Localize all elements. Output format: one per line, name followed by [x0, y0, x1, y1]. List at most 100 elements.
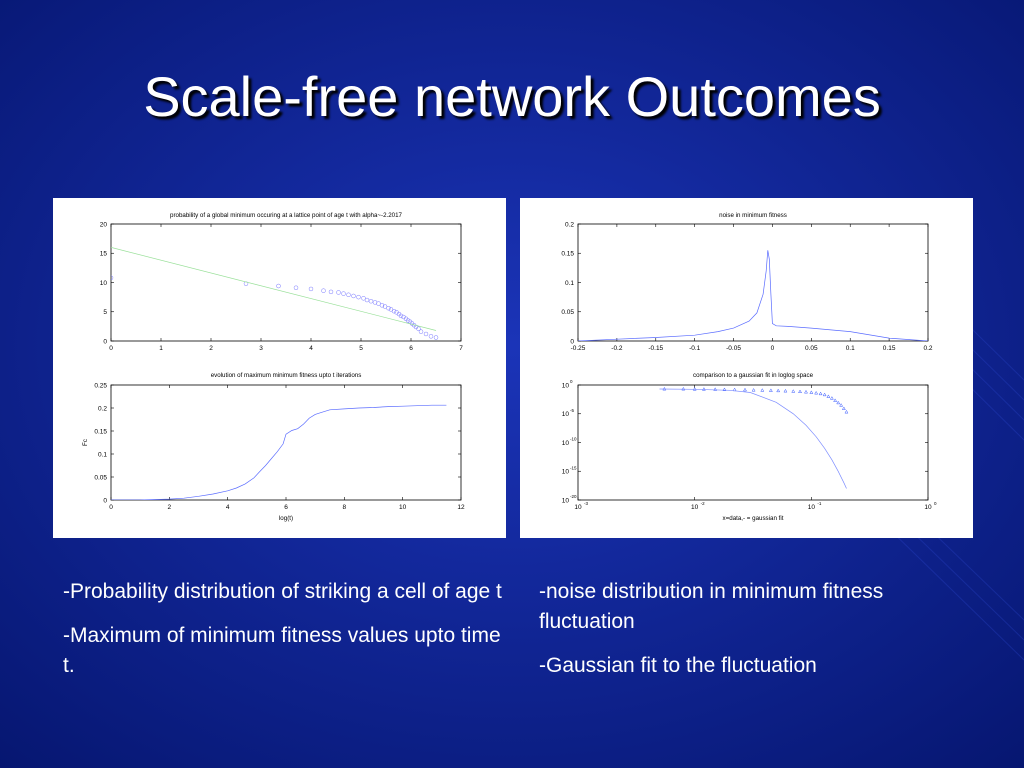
x-tick-label: 0 [109, 504, 113, 511]
y-tick-label: 0.15 [561, 251, 574, 258]
data-point [804, 389, 808, 394]
right-figure-svg: noise in minimum fitness -0.25 -0.2 -0.15 -0… [561, 212, 937, 522]
y-tick-label: 10 [562, 497, 570, 504]
data-point [336, 290, 341, 295]
x-tick-label: 10 [924, 504, 932, 511]
x-tick-label: 2 [168, 504, 172, 511]
y-tick-label: 0 [103, 497, 107, 504]
x-tick-label: 2 [209, 345, 213, 352]
series-group [111, 404, 447, 500]
y-tick-label: 0 [103, 338, 107, 345]
data-point [382, 304, 388, 309]
data-point [346, 292, 351, 298]
data-point [423, 331, 429, 337]
data-point [829, 396, 834, 400]
data-point [428, 334, 434, 339]
chart-fitness-evolution: evolution of maximum minimum fitness upt… [82, 372, 465, 522]
left-figure-panel: probability of a global minimum occuring… [53, 198, 506, 538]
chart-gaussian-loglog: comparison to a gaussian fit in loglog s… [562, 372, 937, 522]
data-point [681, 386, 686, 391]
y-tick-label: 0.1 [98, 451, 107, 458]
data-point [768, 388, 773, 392]
data-point [776, 388, 781, 393]
left-figure-svg: probability of a global minimum occuring… [82, 212, 465, 522]
chart-title: comparison to a gaussian fit in loglog s… [693, 372, 814, 379]
y-tick-exponent: -5 [570, 408, 574, 413]
data-point [836, 400, 841, 405]
y-axis-label: Fc [82, 439, 89, 446]
caption-left: -Probability distribution of striking a … [63, 577, 503, 695]
data-point [398, 313, 404, 319]
x-tick-label: 7 [459, 345, 463, 352]
x-tick-label: 1 [159, 345, 163, 352]
y-tick-label: 10 [562, 469, 570, 476]
data-point [321, 288, 326, 293]
plot-frame [110, 384, 462, 501]
y-tick-label: 0 [570, 338, 574, 345]
data-point [368, 298, 374, 304]
series-group [659, 386, 849, 489]
data-point [416, 326, 421, 331]
x-tick-label: 10 [399, 504, 407, 511]
data-point [833, 398, 838, 402]
data-point [308, 286, 314, 292]
x-tick-exponent: -1 [817, 501, 821, 506]
x-tick-label: 5 [359, 345, 363, 352]
x-axis-label: log(t) [279, 515, 293, 522]
x-tick-label: 12 [457, 504, 465, 511]
x-tick-label: 4 [309, 345, 313, 352]
y-tick-label: 0.1 [565, 280, 574, 287]
y-tick-label: 10 [562, 440, 570, 447]
data-point [783, 388, 788, 393]
series-group [111, 247, 439, 340]
x-tick-label: 4 [226, 504, 230, 511]
y-tick-exponent: 0 [570, 379, 573, 384]
x-axis-label: x=data,- = gaussian fit [723, 515, 784, 522]
plot-frame [577, 223, 929, 342]
series-line [659, 388, 847, 489]
data-point [388, 307, 394, 312]
x-tick-label: 0.1 [846, 345, 855, 352]
data-point [814, 390, 819, 395]
chart-title: evolution of maximum minimum fitness upt… [211, 372, 362, 379]
right-figure-panel: noise in minimum fitness -0.25 -0.2 -0.15 -0… [520, 198, 973, 538]
x-tick-label: 0 [109, 345, 113, 352]
y-tick-exponent: -10 [570, 437, 577, 442]
y-tick-label: 0.05 [561, 309, 574, 316]
data-point [364, 297, 370, 303]
data-point [391, 308, 397, 314]
x-tick-label: 6 [409, 345, 413, 352]
x-tick-label: 6 [284, 504, 288, 511]
data-point [822, 392, 827, 397]
caption-right: -noise distribution in minimum fitness f… [539, 577, 939, 695]
data-point [798, 389, 802, 393]
chart-age-probability: probability of a global minimum occuring… [100, 212, 463, 352]
x-tick-exponent: -2 [701, 501, 705, 506]
data-point [386, 305, 391, 311]
y-tick-label: 10 [562, 411, 570, 418]
x-tick-exponent: 0 [934, 501, 937, 506]
y-tick-exponent: -15 [570, 465, 577, 470]
series-group [578, 250, 928, 341]
x-tick-label: -0.2 [611, 345, 623, 352]
chart-title: noise in minimum fitness [719, 212, 787, 219]
data-point [293, 285, 299, 291]
y-tick-exponent: -20 [570, 494, 577, 499]
y-tick-label: 0.2 [565, 221, 574, 228]
data-point [276, 283, 281, 289]
data-point [351, 293, 356, 299]
data-point [751, 387, 756, 392]
x-tick-label: 10 [808, 504, 816, 511]
caption-left-2: -Maximum of minimum fitness values upto … [63, 624, 501, 677]
x-tick-label: 3 [259, 345, 263, 352]
slide-title: Scale-free network Outcomes [143, 65, 881, 128]
y-tick-label: 0.15 [94, 428, 107, 435]
data-point [433, 335, 439, 340]
x-tick-exponent: -3 [584, 501, 588, 506]
data-point [818, 391, 823, 396]
x-tick-label: 10 [691, 504, 699, 511]
data-point [809, 390, 814, 394]
data-point [361, 296, 366, 301]
chart-noise-distribution: noise in minimum fitness -0.25 -0.2 -0.15 -0… [561, 212, 933, 352]
